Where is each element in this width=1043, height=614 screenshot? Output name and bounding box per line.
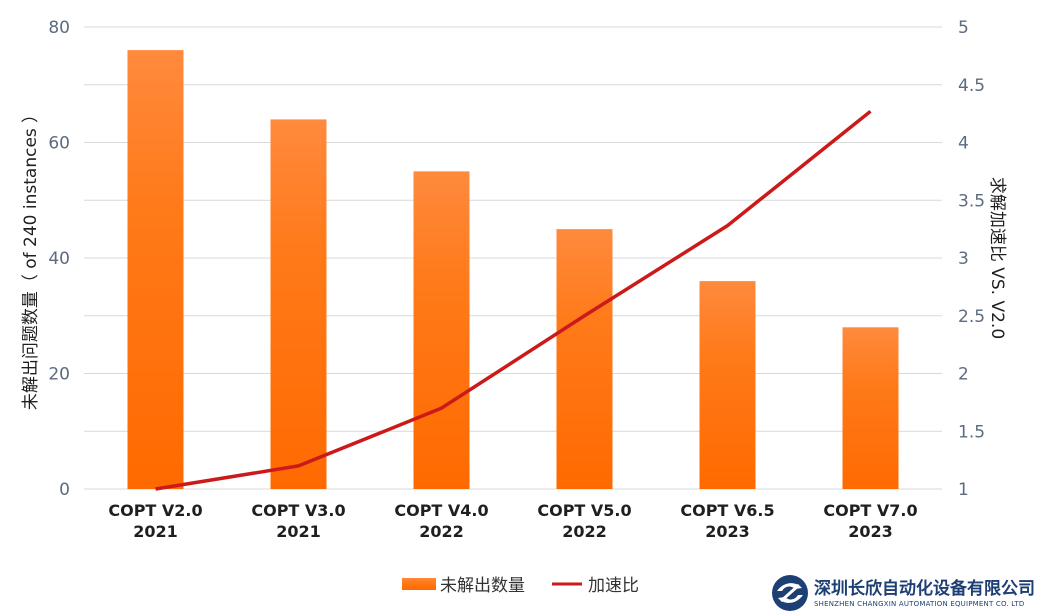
y2-tick-label: 3.5: [958, 191, 985, 211]
company-logo: 深圳长欣自动化设备有限公司 SHENZHEN CHANGXIN AUTOMATI…: [772, 575, 1035, 611]
legend: 未解出数量 加速比: [402, 576, 639, 596]
y-axis-title: 未解出问题数量（ of 240 instances ）: [21, 106, 41, 410]
speedup-polyline: [155, 109, 872, 491]
y-tick-label: 0: [59, 480, 70, 500]
company-name-cn: 深圳长欣自动化设备有限公司: [814, 578, 1035, 599]
logo-mark-icon: [772, 575, 808, 611]
legend-bar-swatch: [402, 578, 436, 590]
legend-bar-label: 未解出数量: [440, 576, 525, 596]
bar: [127, 50, 184, 489]
bars: [127, 50, 899, 490]
y2-axis-title: 求解加速比 VS. V2.0: [987, 177, 1007, 339]
gridlines: [84, 26, 942, 490]
y2-tick-label: 2.5: [958, 307, 985, 327]
y2-tick-label: 1: [958, 480, 969, 500]
x-tick-label: COPT V3.0 2021: [251, 501, 345, 541]
y-tick-label: 80: [48, 18, 70, 38]
x-tick-label: COPT V2.0 2021: [108, 501, 202, 541]
y2-tick-label: 4: [958, 134, 969, 154]
y2-tick-label: 4.5: [958, 76, 985, 96]
y2-tick-label: 5: [958, 18, 969, 38]
bar: [842, 327, 899, 489]
x-tick-label: COPT V6.5 2023: [680, 501, 774, 541]
company-name-en: SHENZHEN CHANGXIN AUTOMATION EQUIPMENT C…: [814, 600, 1024, 608]
speedup-line: [155, 109, 872, 491]
bar: [413, 171, 470, 489]
y-tick-label: 60: [48, 134, 70, 154]
y-tick-label: 20: [48, 365, 70, 385]
bar: [556, 229, 613, 489]
x-tick-label: COPT V7.0 2023: [823, 501, 917, 541]
y-tick-label: 40: [48, 249, 70, 269]
x-tick-label: COPT V5.0 2022: [537, 501, 631, 541]
y2-tick-label: 2: [958, 365, 969, 385]
y2-tick-label: 1.5: [958, 422, 985, 442]
x-tick-label: COPT V4.0 2022: [394, 501, 488, 541]
bar: [699, 281, 756, 489]
y2-tick-label: 3: [958, 249, 969, 269]
bar: [270, 119, 327, 490]
legend-line-label: 加速比: [588, 576, 639, 596]
axis-ticks: 0 20 40 60 80 1 1.5 2 2.5 3 3.5 4 4.5 5: [48, 18, 985, 500]
category-labels: COPT V2.0 2021 COPT V3.0 2021 COPT V4.0 2022 C…: [108, 501, 917, 541]
